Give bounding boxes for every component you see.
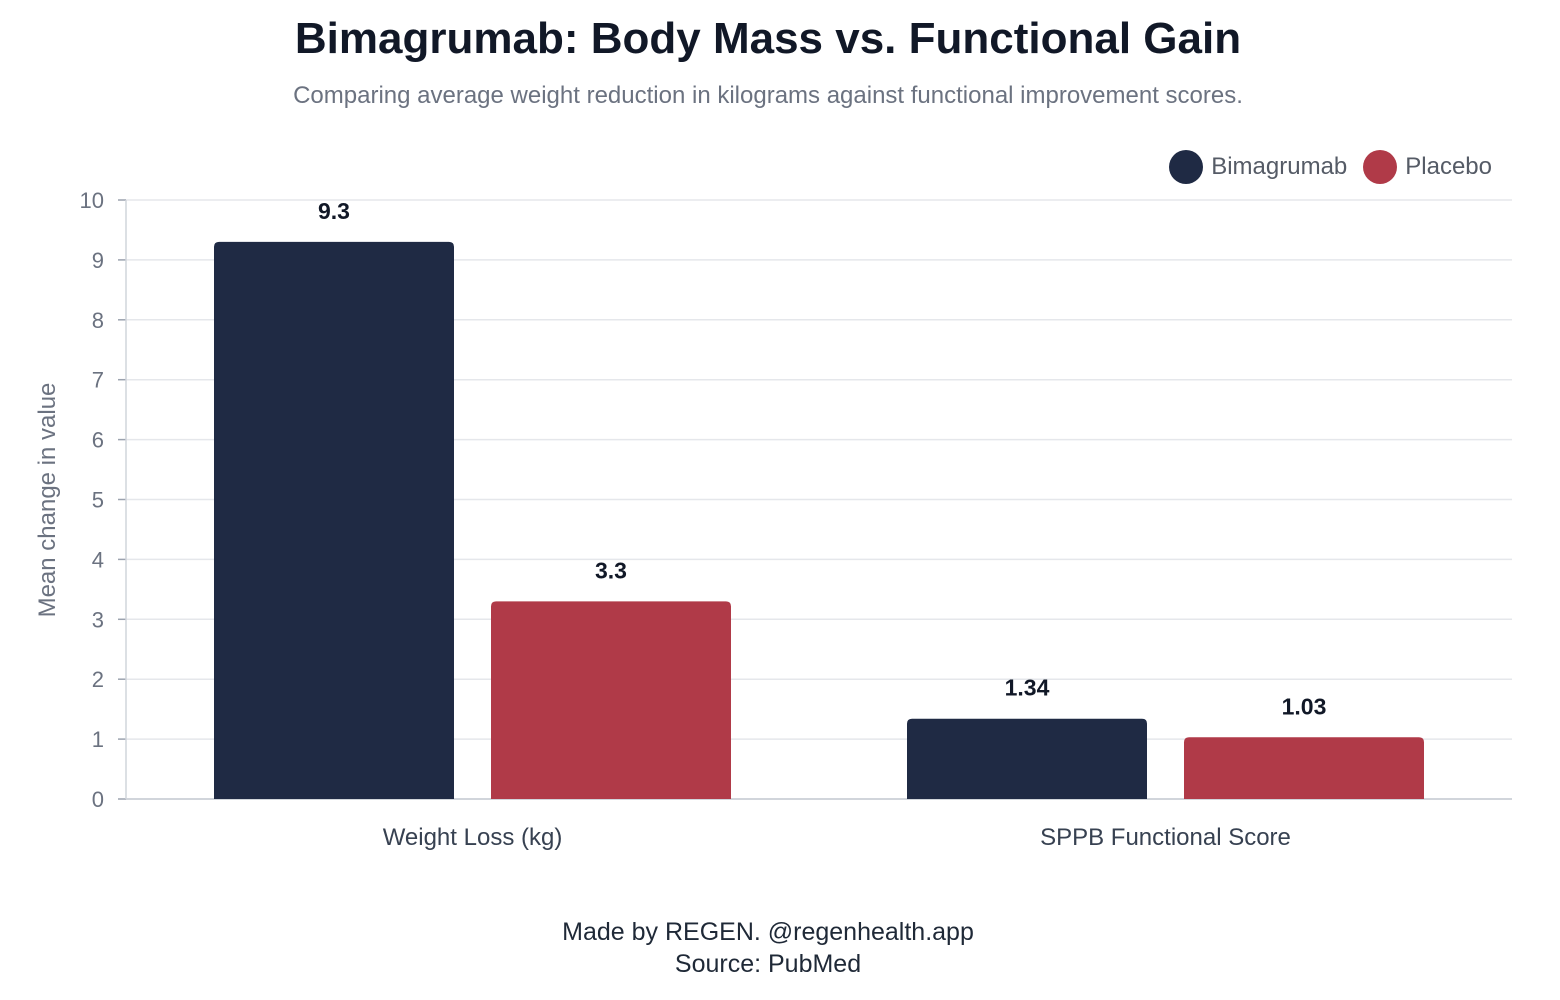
- y-tick-label: 1: [92, 727, 104, 752]
- bar-placebo-0: [491, 601, 731, 799]
- legend: Bimagrumab Placebo: [1169, 150, 1492, 184]
- x-tick-label: SPPB Functional Score: [1040, 824, 1291, 851]
- legend-label-bimagrumab: Bimagrumab: [1211, 153, 1348, 180]
- data-label: 1.03: [1282, 693, 1327, 719]
- legend-item-bimagrumab: Bimagrumab: [1169, 150, 1347, 184]
- y-tick-label: 3: [92, 607, 104, 632]
- y-tick-label: 2: [92, 667, 104, 692]
- legend-label-placebo: Placebo: [1405, 153, 1492, 180]
- bar-bimagrumab-0: [214, 241, 454, 799]
- y-tick-label: 0: [92, 787, 104, 812]
- legend-item-placebo: Placebo: [1363, 150, 1492, 184]
- footer: Made by REGEN. @regenhealth.app Source: …: [0, 916, 1536, 980]
- bar-placebo-1: [1184, 737, 1424, 799]
- chart-subtitle: Comparing average weight reduction in ki…: [293, 82, 1243, 109]
- legend-swatch-bimagrumab: [1169, 150, 1204, 184]
- footer-credit: Made by REGEN. @regenhealth.app: [562, 918, 974, 946]
- data-label: 9.3: [318, 198, 350, 224]
- y-tick-label: 6: [92, 428, 104, 453]
- data-label: 1.34: [1005, 675, 1050, 701]
- data-label: 3.3: [595, 557, 627, 583]
- legend-swatch-placebo: [1363, 150, 1398, 184]
- footer-source: Source: PubMed: [674, 950, 862, 978]
- y-tick-label: 8: [92, 308, 104, 333]
- y-tick-label: 4: [92, 547, 104, 572]
- bar-bimagrumab-1: [907, 718, 1147, 799]
- chart-title: Bimagrumab: Body Mass vs. Functional Gai…: [294, 14, 1242, 63]
- y-tick-label: 5: [92, 488, 104, 513]
- y-tick-label: 7: [92, 368, 104, 393]
- y-tick-label: 9: [92, 248, 104, 273]
- x-tick-label: Weight Loss (kg): [383, 824, 563, 851]
- y-tick-label: 10: [80, 188, 104, 213]
